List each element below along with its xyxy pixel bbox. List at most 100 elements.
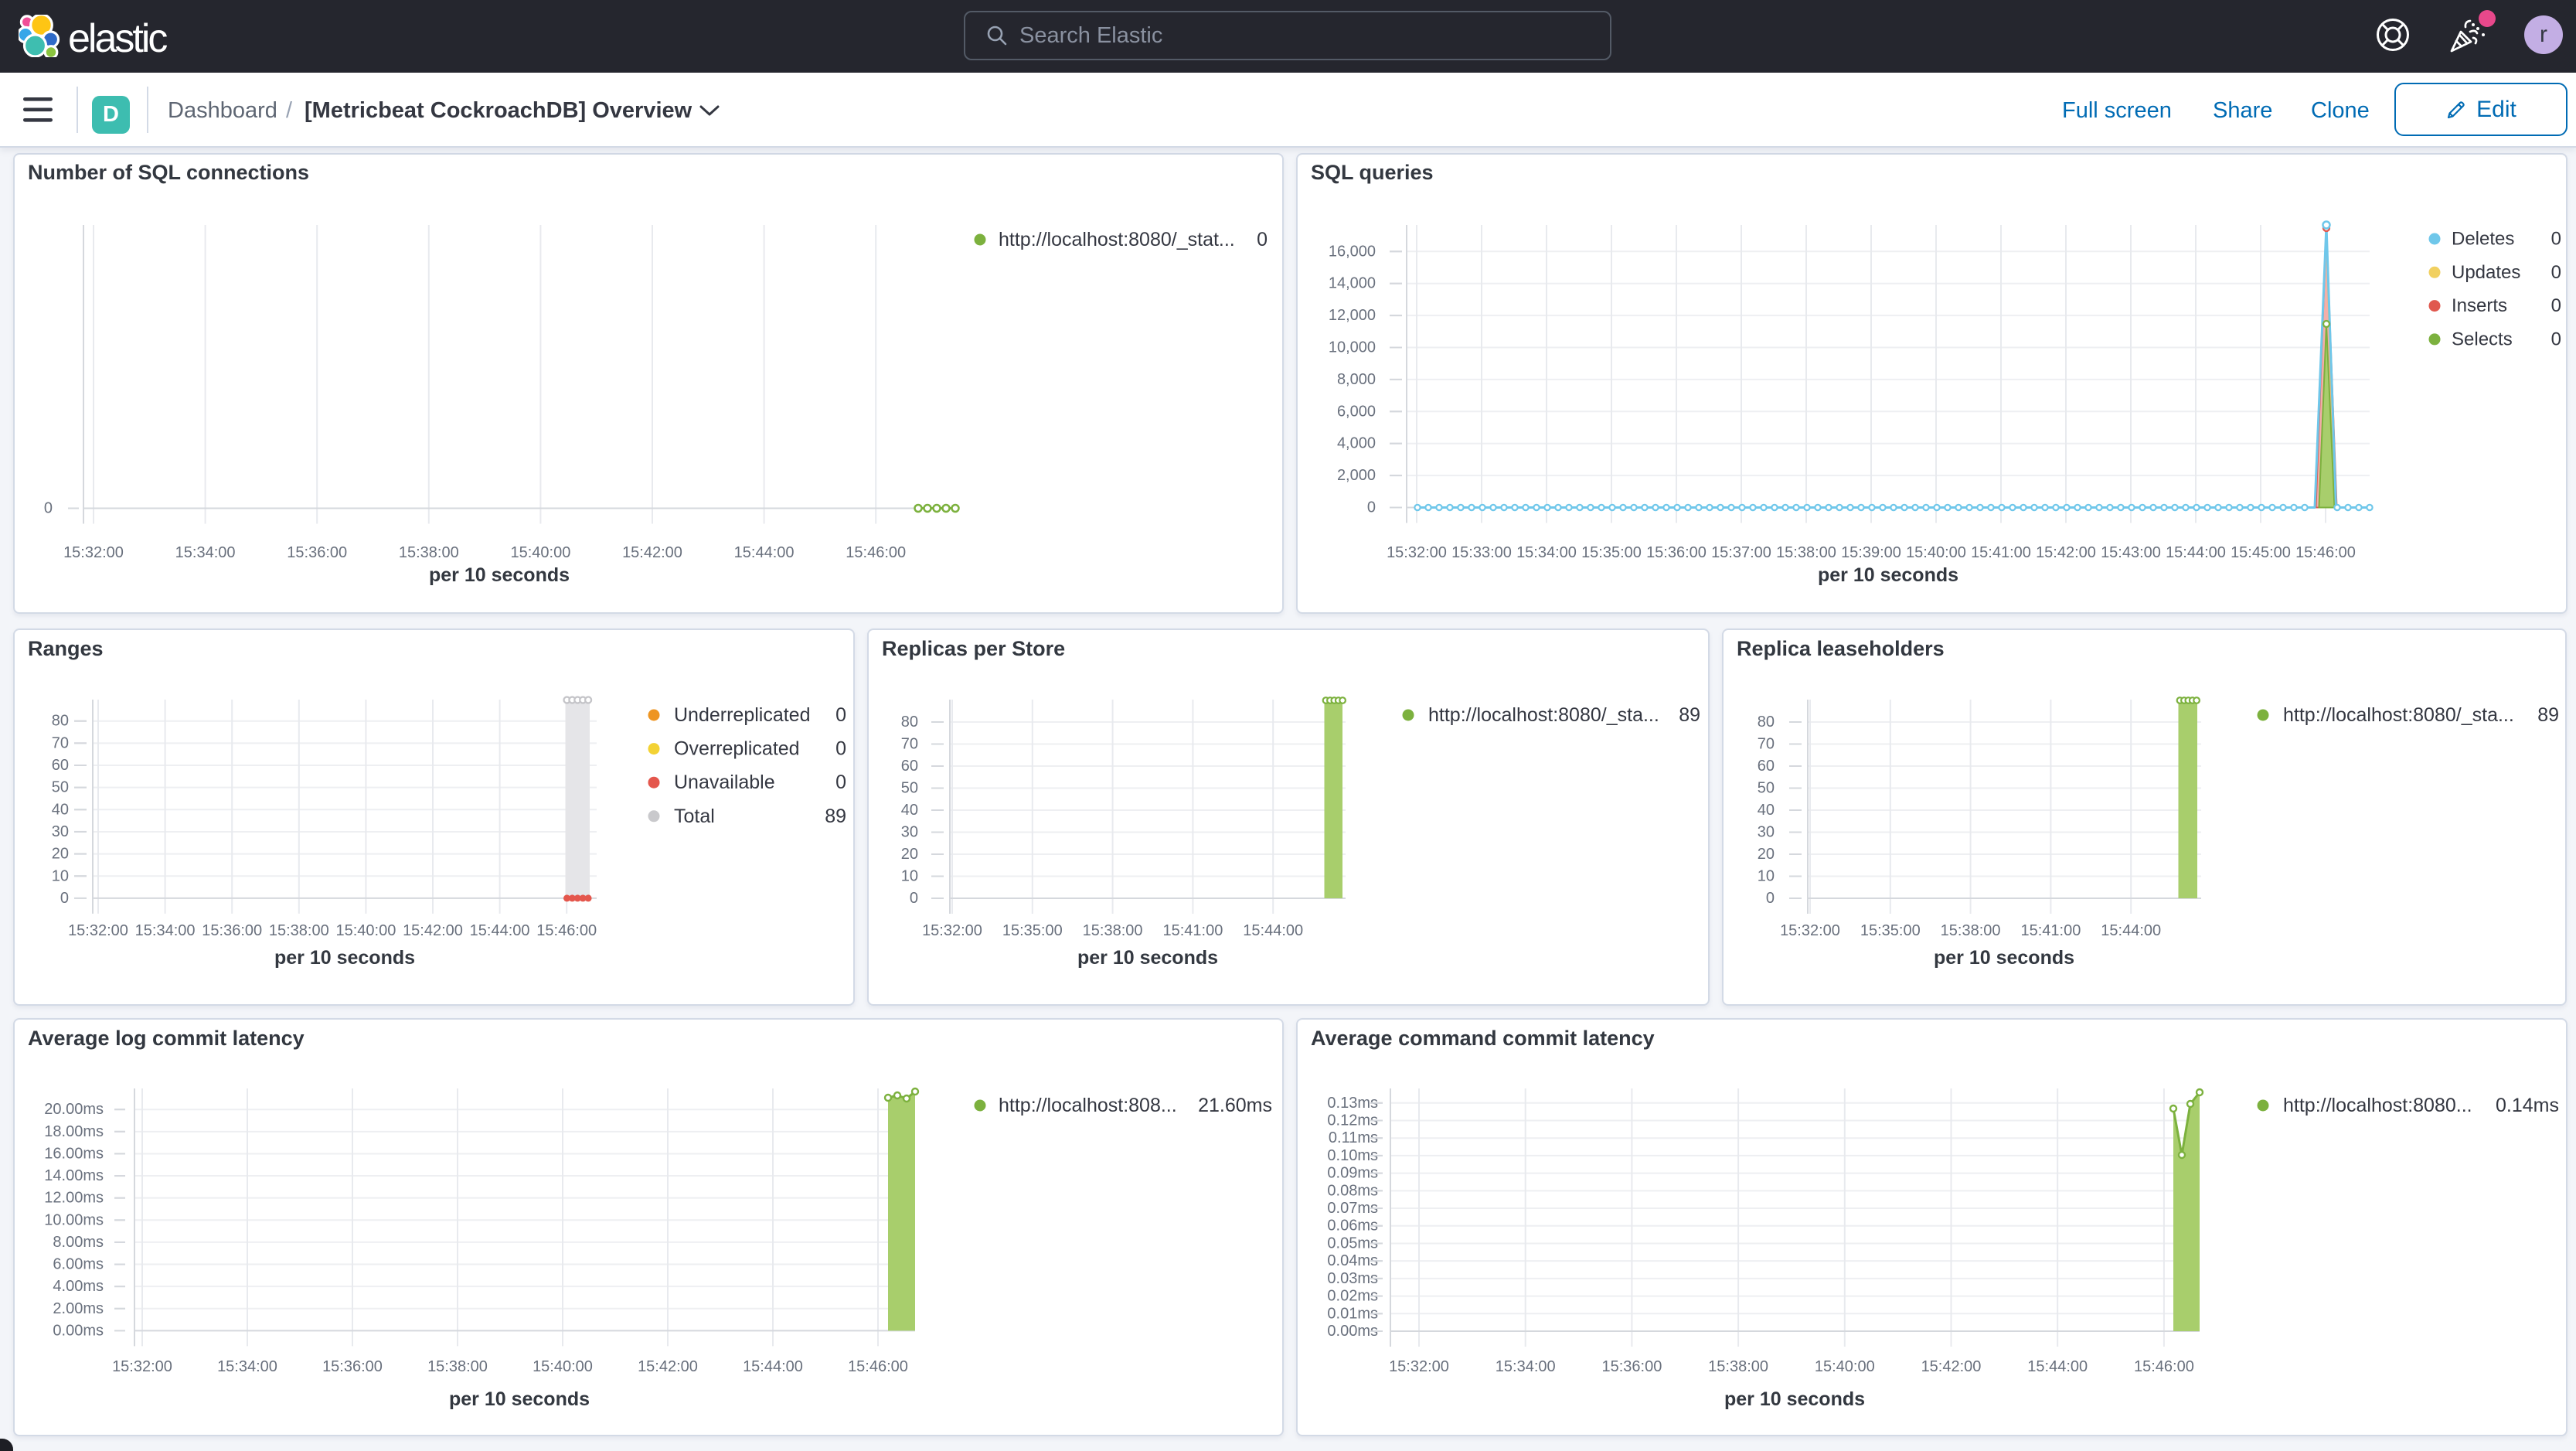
svg-text:Unavailable: Unavailable [674, 771, 775, 793]
svg-text:http://localhost:8080/_sta...: http://localhost:8080/_sta... [2283, 704, 2514, 726]
svg-text:Overreplicated: Overreplicated [674, 738, 800, 760]
svg-text:0: 0 [1367, 499, 1376, 516]
svg-text:0.07ms: 0.07ms [1327, 1200, 1378, 1217]
svg-text:per 10 seconds: per 10 seconds [1724, 1388, 1865, 1410]
svg-text:15:32:00: 15:32:00 [1780, 922, 1840, 939]
svg-text:15:46:00: 15:46:00 [848, 1358, 908, 1375]
svg-text:Number of SQL connections: Number of SQL connections [28, 161, 309, 184]
svg-text:6,000: 6,000 [1337, 403, 1376, 420]
svg-text:15:36:00: 15:36:00 [1646, 544, 1707, 561]
svg-text:0.01ms: 0.01ms [1327, 1305, 1378, 1322]
svg-text:30: 30 [1758, 824, 1775, 841]
svg-text:4.00ms: 4.00ms [53, 1278, 104, 1295]
svg-text:15:40:00: 15:40:00 [510, 544, 570, 561]
svg-text:15:38:00: 15:38:00 [427, 1358, 488, 1375]
svg-text:30: 30 [901, 824, 918, 841]
svg-text:15:40:00: 15:40:00 [1906, 544, 1966, 561]
svg-text:15:44:00: 15:44:00 [2027, 1358, 2088, 1375]
svg-text:per 10 seconds: per 10 seconds [274, 947, 415, 969]
svg-text:15:38:00: 15:38:00 [1941, 922, 2001, 939]
svg-text:per 10 seconds: per 10 seconds [449, 1388, 590, 1410]
svg-text:15:42:00: 15:42:00 [1921, 1358, 1982, 1375]
svg-text:40: 40 [901, 802, 918, 819]
svg-text:15:38:00: 15:38:00 [269, 922, 329, 939]
svg-text:0.11ms: 0.11ms [1329, 1129, 1378, 1146]
svg-text:14.00ms: 14.00ms [44, 1167, 104, 1184]
svg-text:20: 20 [901, 846, 918, 863]
svg-text:0.00ms: 0.00ms [53, 1322, 104, 1339]
svg-text:15:46:00: 15:46:00 [846, 544, 906, 561]
svg-text:50: 50 [1758, 780, 1775, 797]
svg-text:80: 80 [1758, 714, 1775, 731]
svg-text:Selects: Selects [2452, 329, 2513, 349]
svg-text:15:32:00: 15:32:00 [63, 544, 124, 561]
svg-text:http://localhost:808...: http://localhost:808... [999, 1095, 1177, 1116]
svg-text:20: 20 [52, 846, 69, 863]
svg-text:0: 0 [910, 890, 918, 907]
svg-text:18.00ms: 18.00ms [44, 1123, 104, 1140]
svg-text:15:44:00: 15:44:00 [734, 544, 795, 561]
svg-text:14,000: 14,000 [1329, 275, 1376, 292]
svg-text:0: 0 [2551, 295, 2561, 316]
svg-text:per 10 seconds: per 10 seconds [429, 564, 570, 586]
svg-text:Total: Total [674, 806, 715, 827]
svg-text:Ranges: Ranges [28, 637, 104, 660]
svg-text:15:44:00: 15:44:00 [470, 922, 530, 939]
svg-text:15:42:00: 15:42:00 [403, 922, 463, 939]
svg-text:60: 60 [1758, 758, 1775, 775]
svg-text:15:36:00: 15:36:00 [322, 1358, 383, 1375]
svg-text:http://localhost:8080...: http://localhost:8080... [2283, 1095, 2472, 1116]
svg-text:15:36:00: 15:36:00 [1601, 1358, 1662, 1375]
svg-text:15:37:00: 15:37:00 [1711, 544, 1771, 561]
svg-text:0.14ms: 0.14ms [2496, 1095, 2559, 1116]
svg-text:89: 89 [1679, 704, 1700, 726]
svg-text:12.00ms: 12.00ms [44, 1190, 104, 1207]
svg-text:15:41:00: 15:41:00 [1162, 922, 1223, 939]
svg-text:15:32:00: 15:32:00 [922, 922, 982, 939]
svg-text:15:32:00: 15:32:00 [68, 922, 128, 939]
svg-text:60: 60 [52, 757, 69, 774]
svg-text:Average command commit latency: Average command commit latency [1311, 1027, 1655, 1050]
svg-text:15:40:00: 15:40:00 [335, 922, 396, 939]
svg-text:20: 20 [1758, 846, 1775, 863]
svg-text:0: 0 [2551, 262, 2561, 283]
svg-text:10: 10 [901, 868, 918, 885]
svg-text:16.00ms: 16.00ms [44, 1145, 104, 1162]
svg-text:15:35:00: 15:35:00 [1581, 544, 1642, 561]
svg-text:per 10 seconds: per 10 seconds [1934, 947, 2074, 969]
svg-text:80: 80 [901, 714, 918, 731]
svg-text:10,000: 10,000 [1329, 339, 1376, 356]
svg-text:per 10 seconds: per 10 seconds [1077, 947, 1218, 969]
svg-text:15:38:00: 15:38:00 [399, 544, 459, 561]
svg-text:20.00ms: 20.00ms [44, 1101, 104, 1118]
svg-text:Updates: Updates [2452, 262, 2520, 283]
svg-text:15:40:00: 15:40:00 [1815, 1358, 1875, 1375]
svg-text:http://localhost:8080/_stat...: http://localhost:8080/_stat... [999, 229, 1235, 250]
svg-text:10: 10 [52, 867, 69, 884]
svg-text:8.00ms: 8.00ms [53, 1234, 104, 1251]
svg-text:89: 89 [825, 806, 846, 827]
svg-text:15:34:00: 15:34:00 [217, 1358, 277, 1375]
svg-text:40: 40 [52, 801, 69, 818]
svg-text:0.00ms: 0.00ms [1327, 1323, 1378, 1340]
svg-text:60: 60 [901, 758, 918, 775]
svg-text:10.00ms: 10.00ms [44, 1211, 104, 1228]
svg-text:70: 70 [901, 736, 918, 753]
svg-text:Deletes: Deletes [2452, 229, 2514, 250]
svg-text:15:34:00: 15:34:00 [135, 922, 196, 939]
svg-text:15:43:00: 15:43:00 [2101, 544, 2161, 561]
svg-text:15:32:00: 15:32:00 [1389, 1358, 1449, 1375]
svg-text:0: 0 [1257, 229, 1268, 250]
svg-text:0.02ms: 0.02ms [1327, 1288, 1378, 1305]
svg-text:16,000: 16,000 [1329, 243, 1376, 260]
svg-text:0: 0 [2551, 229, 2561, 250]
svg-text:8,000: 8,000 [1337, 371, 1376, 388]
svg-text:0.03ms: 0.03ms [1327, 1270, 1378, 1287]
svg-text:40: 40 [1758, 802, 1775, 819]
svg-text:0.13ms: 0.13ms [1327, 1095, 1378, 1112]
svg-text:70: 70 [52, 734, 69, 751]
svg-text:10: 10 [1758, 868, 1775, 885]
svg-text:15:32:00: 15:32:00 [112, 1358, 172, 1375]
svg-text:15:44:00: 15:44:00 [743, 1358, 803, 1375]
svg-text:per 10 seconds: per 10 seconds [1818, 564, 1958, 586]
